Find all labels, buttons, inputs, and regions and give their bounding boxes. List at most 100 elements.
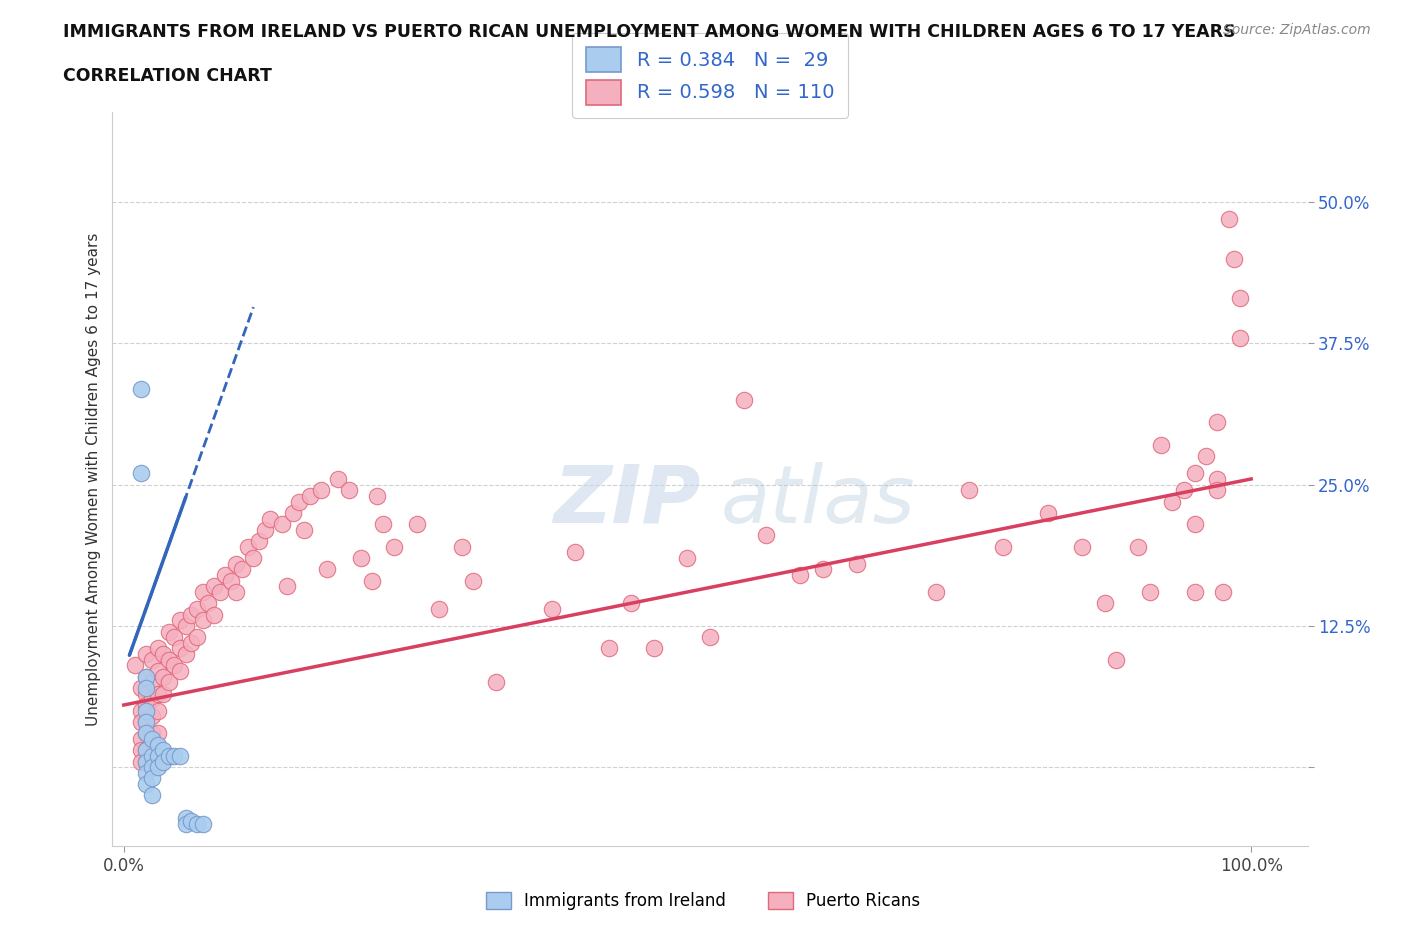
Point: [253, 523, 276, 538]
Point: [191, 817, 214, 831]
Point: [163, 630, 186, 644]
Point: [598, 641, 620, 656]
Point: [1206, 483, 1229, 498]
Point: [1195, 449, 1218, 464]
Point: [146, 686, 169, 701]
Point: [135, 670, 157, 684]
Point: [360, 573, 382, 588]
Point: [129, 703, 152, 718]
Point: [146, 703, 169, 718]
Point: [1184, 517, 1206, 532]
Point: [225, 585, 247, 600]
Point: [191, 585, 214, 600]
Point: [191, 613, 214, 628]
Point: [169, 664, 191, 679]
Point: [1173, 483, 1195, 498]
Point: [789, 567, 811, 582]
Point: [186, 602, 208, 617]
Point: [1229, 291, 1251, 306]
Point: [135, 777, 157, 791]
Point: [169, 613, 191, 628]
Point: [349, 551, 371, 565]
Point: [1094, 596, 1116, 611]
Point: [146, 664, 169, 679]
Point: [1223, 251, 1246, 266]
Point: [141, 760, 163, 775]
Point: [1128, 539, 1150, 554]
Point: [146, 749, 169, 764]
Point: [643, 641, 665, 656]
Point: [141, 709, 163, 724]
Point: [135, 681, 157, 696]
Legend: Immigrants from Ireland, Puerto Ricans: Immigrants from Ireland, Puerto Ricans: [479, 885, 927, 917]
Point: [326, 472, 349, 486]
Point: [991, 539, 1014, 554]
Point: [135, 714, 157, 729]
Point: [1184, 466, 1206, 481]
Point: [924, 585, 946, 600]
Point: [152, 754, 174, 769]
Point: [141, 675, 163, 690]
Point: [141, 788, 163, 803]
Point: [129, 732, 152, 747]
Point: [451, 539, 474, 554]
Point: [180, 635, 202, 650]
Point: [197, 596, 219, 611]
Point: [202, 607, 225, 622]
Point: [186, 817, 208, 831]
Point: [129, 681, 152, 696]
Point: [174, 646, 197, 661]
Point: [1206, 472, 1229, 486]
Point: [135, 646, 157, 661]
Point: [733, 392, 755, 407]
Point: [146, 737, 169, 752]
Point: [180, 607, 202, 622]
Point: [485, 675, 508, 690]
Point: [699, 630, 721, 644]
Point: [135, 743, 157, 758]
Point: [157, 652, 180, 667]
Point: [141, 725, 163, 740]
Point: [129, 714, 152, 729]
Point: [957, 483, 980, 498]
Point: [174, 817, 197, 831]
Point: [1139, 585, 1161, 600]
Point: [214, 567, 236, 582]
Point: [219, 573, 242, 588]
Point: [174, 811, 197, 826]
Point: [287, 494, 309, 509]
Point: [141, 732, 163, 747]
Point: [152, 646, 174, 661]
Point: [135, 725, 157, 740]
Point: [135, 754, 157, 769]
Point: [270, 517, 292, 532]
Point: [845, 556, 868, 571]
Point: [371, 517, 394, 532]
Point: [281, 505, 304, 520]
Point: [247, 534, 270, 549]
Point: [1229, 330, 1251, 345]
Point: [382, 539, 405, 554]
Point: [463, 573, 485, 588]
Point: [141, 749, 163, 764]
Point: [225, 556, 247, 571]
Text: CORRELATION CHART: CORRELATION CHART: [63, 67, 273, 85]
Text: Source: ZipAtlas.com: Source: ZipAtlas.com: [1223, 23, 1371, 37]
Point: [208, 585, 231, 600]
Point: [1212, 585, 1234, 600]
Point: [276, 578, 298, 593]
Point: [174, 618, 197, 633]
Point: [811, 562, 834, 577]
Point: [1038, 505, 1060, 520]
Point: [146, 725, 169, 740]
Point: [152, 670, 174, 684]
Point: [135, 725, 157, 740]
Point: [259, 512, 281, 526]
Point: [1150, 438, 1173, 453]
Point: [755, 528, 778, 543]
Point: [129, 381, 152, 396]
Point: [1161, 494, 1184, 509]
Point: [135, 754, 157, 769]
Point: [429, 602, 451, 617]
Point: [202, 578, 225, 593]
